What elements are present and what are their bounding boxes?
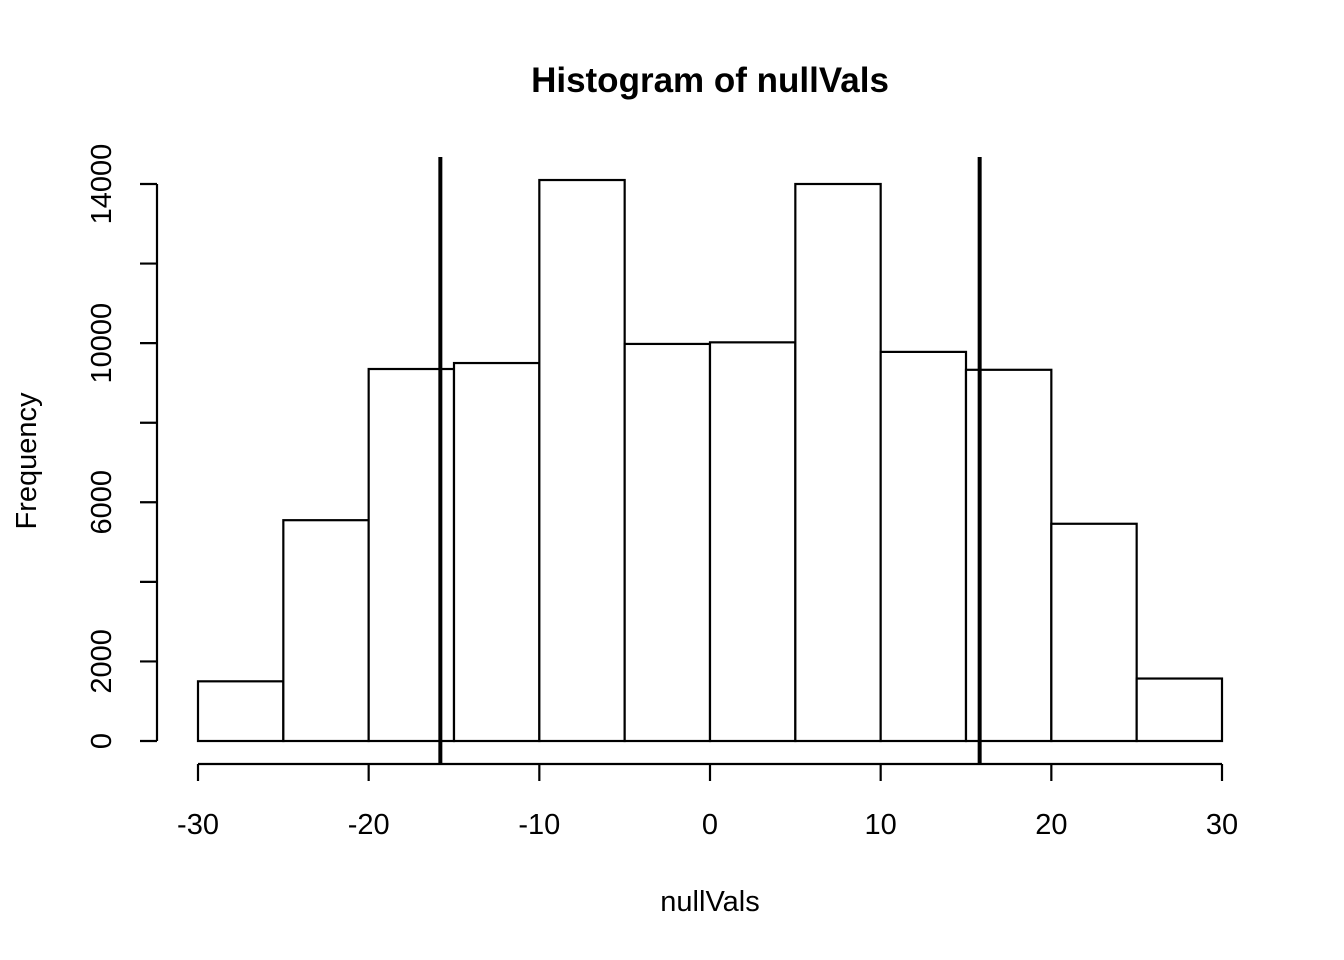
x-tick-label: 30 [1206, 809, 1238, 841]
x-tick-label: 10 [865, 809, 897, 841]
histogram-bar [1135, 677, 1224, 743]
x-tick-label: -20 [348, 809, 390, 841]
y-tick-label: 2000 [86, 629, 118, 694]
histogram-bar [196, 680, 285, 743]
histogram-bar [538, 178, 626, 743]
y-tick-label: 0 [86, 733, 118, 749]
y-axis: 0 2000 6000 10000 14000 [86, 144, 159, 749]
histogram-bar [794, 182, 882, 743]
histogram-bar [452, 361, 541, 743]
x-tick-label: -30 [177, 809, 219, 841]
histogram-bar [623, 342, 712, 743]
x-axis: -30 -20 -10 0 10 20 30 [177, 762, 1238, 841]
x-axis-label: nullVals [660, 886, 759, 918]
histogram-bar [879, 350, 968, 743]
x-tick-label: 0 [702, 809, 718, 841]
histogram-bar [1050, 522, 1138, 743]
y-axis-label: Frequency [11, 392, 43, 530]
x-tick-label: 20 [1035, 809, 1067, 841]
histogram-bar [282, 519, 370, 743]
chart-title: Histogram of nullVals [531, 61, 889, 100]
x-tick-label: -10 [518, 809, 560, 841]
reference-lines-group [438, 157, 982, 765]
y-tick-label: 14000 [86, 144, 118, 225]
y-tick-label: 6000 [86, 470, 118, 535]
histogram-bar [708, 341, 797, 743]
bars-group [196, 178, 1224, 743]
y-tick-label: 10000 [86, 303, 118, 384]
